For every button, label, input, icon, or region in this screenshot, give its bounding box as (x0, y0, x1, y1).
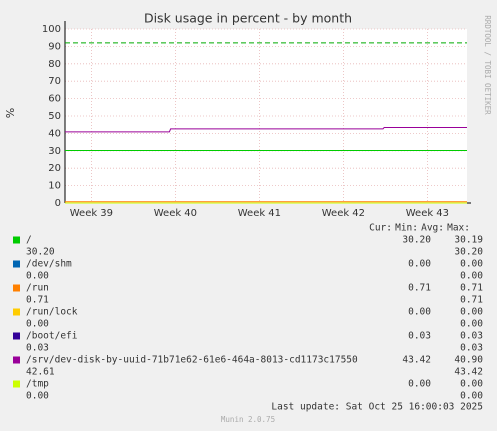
x-tick-label: Week 43 (406, 208, 449, 219)
legend-min: 30.19 (454, 235, 483, 246)
legend-min: 0.00 (460, 259, 483, 270)
y-tick-label: 100 (42, 24, 61, 35)
x-tick-label: Week 40 (154, 208, 197, 219)
last-update: Last update: Sat Oct 25 16:00:03 2025 (271, 402, 483, 413)
legend-swatch (13, 308, 20, 316)
legend-min: 0.71 (460, 283, 483, 294)
legend-header: Max: (447, 223, 470, 234)
legend-max: 30.20 (454, 247, 483, 258)
x-tick-label: Week 39 (70, 208, 113, 219)
legend-min: 40.90 (454, 355, 483, 366)
legend-max: 0.00 (460, 319, 483, 330)
legend-max: 0.03 (460, 343, 483, 354)
legend-swatch (13, 236, 20, 244)
legend-avg: 42.61 (26, 367, 55, 378)
legend-cur: 30.20 (402, 235, 431, 246)
legend-name: /dev/shm (26, 259, 72, 270)
legend-name: /tmp (26, 379, 49, 390)
legend-swatch (13, 332, 20, 340)
legend-cur: 0.71 (408, 283, 431, 294)
legend-max: 0.00 (460, 391, 483, 402)
y-tick-label: 50 (48, 111, 61, 122)
y-tick-label: 30 (48, 146, 61, 157)
y-tick-label: 20 (48, 163, 61, 174)
chart-title: Disk usage in percent - by month (144, 11, 352, 26)
legend-avg: 0.00 (26, 391, 49, 402)
footer: Munin 2.0.75 (221, 415, 275, 424)
legend-avg: 0.00 (26, 271, 49, 282)
x-tick-label: Week 42 (322, 208, 365, 219)
legend-cur: 0.00 (408, 259, 431, 270)
legend-swatch (13, 284, 20, 292)
y-tick-label: 10 (48, 181, 61, 192)
legend-name: /run/lock (26, 307, 78, 318)
series-line (65, 126, 467, 133)
y-axis-label: % (4, 108, 17, 118)
legend-name: /srv/dev-disk-by-uuid-71b71e62-61e6-464a… (26, 355, 358, 366)
legend-name: /run (26, 283, 49, 294)
legend-min: 0.00 (460, 307, 483, 318)
y-tick-label: 0 (55, 198, 61, 209)
legend-swatch (13, 380, 20, 388)
y-tick-label: 40 (48, 128, 61, 139)
y-tick-label: 60 (48, 94, 61, 105)
legend-min: 0.00 (460, 379, 483, 390)
y-tick-label: 80 (48, 59, 61, 70)
legend-max: 0.00 (460, 271, 483, 282)
legend-avg: 0.00 (26, 319, 49, 330)
y-tick-label: 90 (48, 41, 61, 52)
legend-header: Avg: (421, 223, 444, 234)
legend-cur: 43.42 (402, 355, 431, 366)
legend-cur: 0.03 (408, 331, 431, 342)
legend-max: 43.42 (454, 367, 483, 378)
legend-avg: 30.20 (26, 247, 55, 258)
y-tick-label: 70 (48, 76, 61, 87)
legend-header: Min: (395, 223, 418, 234)
legend-swatch (13, 260, 20, 268)
legend-header: Cur: (369, 223, 392, 234)
legend-cur: 0.00 (408, 379, 431, 390)
legend-min: 0.03 (460, 331, 483, 342)
legend-swatch (13, 356, 20, 364)
legend-cur: 0.00 (408, 307, 431, 318)
legend-max: 0.71 (460, 295, 483, 306)
legend-name: /boot/efi (26, 331, 78, 342)
x-tick-label: Week 41 (238, 208, 281, 219)
legend-avg: 0.03 (26, 343, 49, 354)
side-label: RRDTOOL / TOBI OETIKER (483, 15, 492, 115)
legend-avg: 0.71 (26, 295, 49, 306)
legend-name: / (26, 235, 32, 246)
